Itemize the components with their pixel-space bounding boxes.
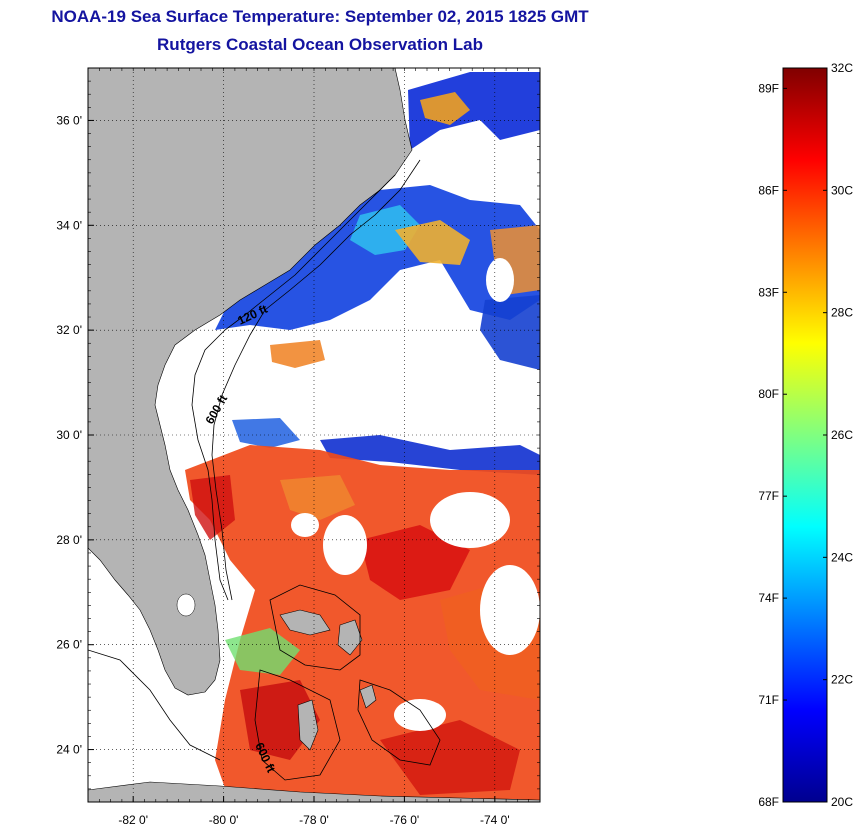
sst-data-layer: [185, 72, 540, 802]
land-layer: [88, 68, 540, 802]
lat-tick-label: 26 0': [56, 638, 82, 652]
lon-tick-label: -82 0': [118, 813, 148, 827]
bathymetry-contours: [88, 159, 441, 781]
colorbar-celsius-label: 20C: [831, 795, 853, 809]
lon-tick-label: -76 0': [390, 813, 420, 827]
colorbar-celsius-label: 28C: [831, 306, 853, 320]
lat-lon-grid: [88, 68, 540, 802]
cloud-gap: [323, 515, 367, 575]
colorbar-fahrenheit-label: 74F: [758, 591, 779, 605]
colorbar-fahrenheit-label: 80F: [758, 387, 779, 401]
sst-patch-north-cold: [408, 72, 540, 150]
temperature-colorbar: 89F 86F 83F 80F 77F 74F 71F 68F 32C 30C 28C 26C 24C…: [758, 61, 853, 809]
lon-tick-label: -80 0': [209, 813, 239, 827]
colorbar-celsius-label: 30C: [831, 183, 853, 197]
contour-florida-keys: [88, 649, 221, 761]
lon-tick-label: -74 0': [480, 813, 510, 827]
cloud-gap: [480, 565, 540, 655]
sst-patch-mid-cold-west: [232, 418, 300, 448]
lake-okeechobee: [176, 593, 196, 617]
sst-patch-mid-cold: [320, 435, 540, 475]
contour-120ft: [191, 174, 396, 601]
lat-tick-label: 34 0': [56, 218, 82, 232]
map-title: NOAA-19 Sea Surface Temperature: Septemb…: [51, 7, 589, 26]
lat-tick-label: 24 0': [56, 743, 82, 757]
sst-patch-north-warm: [420, 92, 470, 125]
colorbar-celsius-label: 24C: [831, 550, 853, 564]
land-bahamas-2: [337, 619, 363, 656]
colorbar-celsius-labels: 32C 30C 28C 26C 24C 22C 20C: [823, 61, 853, 809]
sst-patch-hatteras-warm: [395, 220, 470, 265]
lat-tick-label: 32 0': [56, 323, 82, 337]
cloud-gap: [486, 258, 514, 302]
sst-patch-south-hot: [360, 525, 470, 600]
colorbar-celsius-label: 32C: [831, 61, 853, 75]
colorbar-fahrenheit-label: 71F: [758, 693, 779, 707]
colorbar-celsius-label: 22C: [831, 673, 853, 687]
cloud-gap: [394, 699, 446, 731]
contour-bahamas-3: [357, 679, 441, 766]
colorbar-fahrenheit-labels: 89F 86F 83F 80F 77F 74F 71F 68F: [758, 81, 787, 809]
sst-patch-southeast-hot: [380, 720, 520, 795]
lon-tick-label: -78 0': [299, 813, 329, 827]
land-cuba: [88, 781, 540, 802]
sst-patch-south-orange: [280, 475, 355, 520]
map-axes: 36 0' 34 0' 32 0' 30 0' 28 0' 26 0' 24 0' -82 0…: [56, 67, 541, 827]
cloud-gap: [430, 492, 510, 548]
sst-patch-hatteras-cold: [215, 185, 540, 330]
sst-patch-hatteras-mid: [350, 205, 420, 255]
map-area: 120 ft 600 ft 600 ft: [88, 68, 540, 802]
colorbar-fahrenheit-label: 86F: [758, 183, 779, 197]
land-us-southeast: [88, 68, 413, 696]
lat-tick-label: 36 0': [56, 113, 82, 127]
colorbar-celsius-label: 26C: [831, 428, 853, 442]
lat-tick-label: 28 0': [56, 533, 82, 547]
colorbar-fahrenheit-label: 89F: [758, 81, 779, 95]
colorbar-fahrenheit-label: 77F: [758, 489, 779, 503]
land-bahamas-1: [279, 609, 331, 636]
colorbar-fahrenheit-label: 83F: [758, 285, 779, 299]
colorbar-gradient: [782, 67, 828, 803]
colorbar-fahrenheit-label: 68F: [758, 795, 779, 809]
land-bahamas-4: [359, 684, 377, 709]
lat-tick-label: 30 0': [56, 428, 82, 442]
map-subtitle: Rutgers Coastal Ocean Observation Lab: [157, 35, 483, 54]
contour-600ft: [211, 159, 421, 601]
contour-bahamas-2: [254, 669, 341, 781]
sst-patch-bahamas-green: [225, 628, 300, 675]
contour-bahamas-1: [269, 584, 361, 671]
cloud-gap: [440, 142, 480, 178]
sst-patch-charleston-warm: [270, 340, 325, 368]
cloud-gap: [291, 513, 319, 537]
sst-patch-east-cold: [480, 295, 540, 370]
